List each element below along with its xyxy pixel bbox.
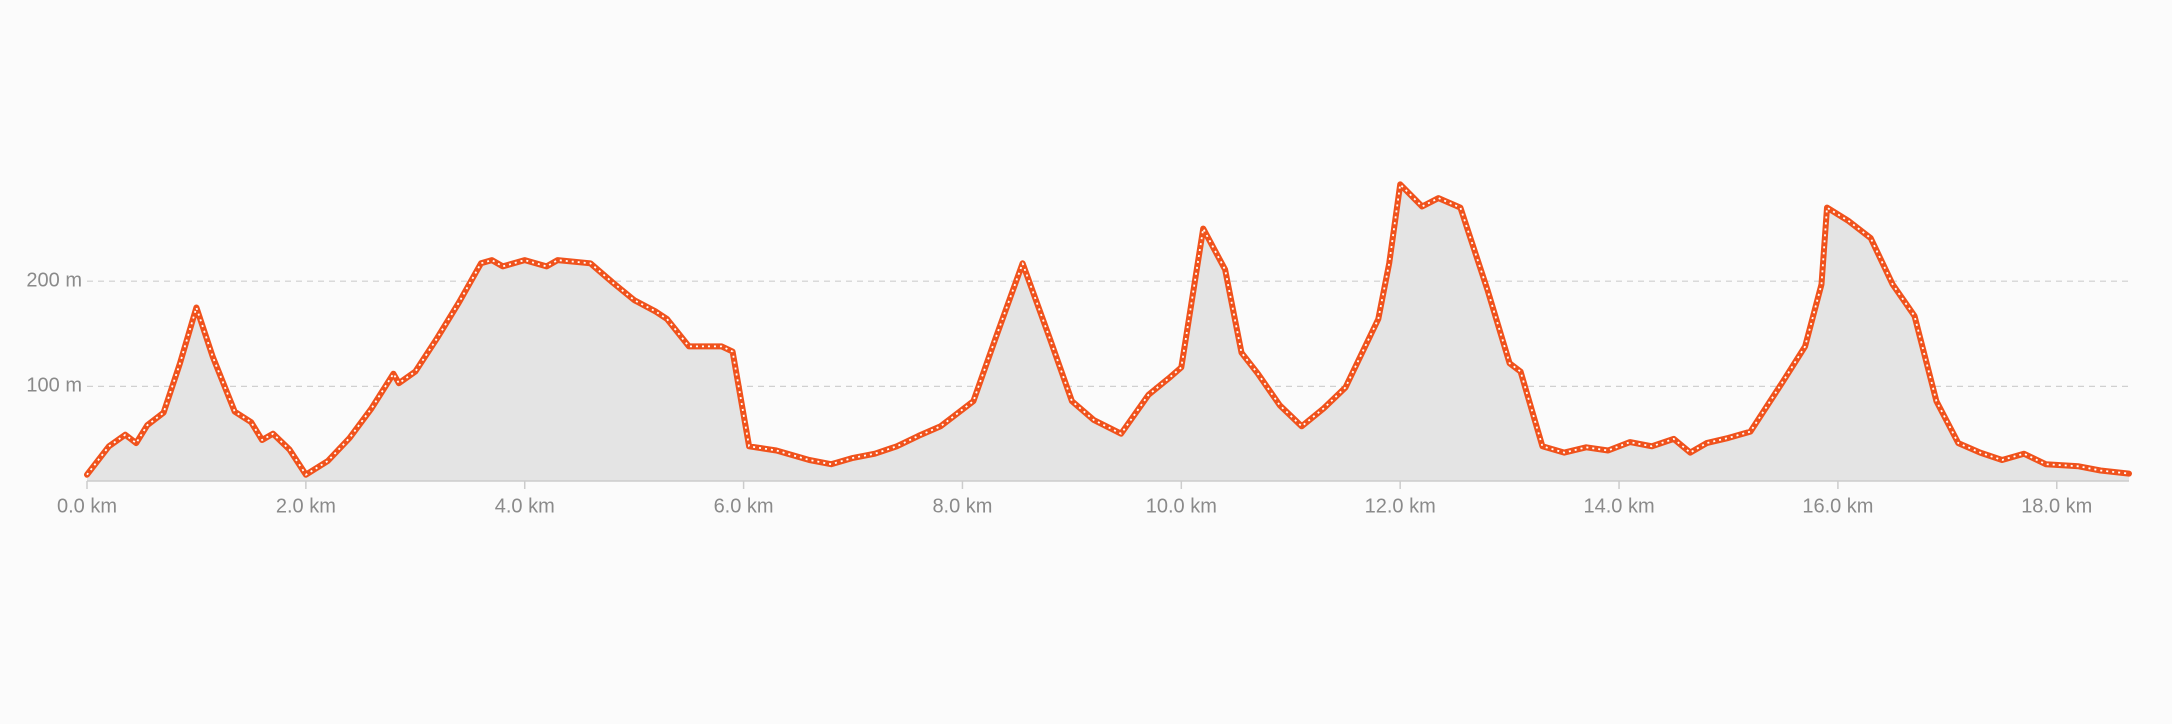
elevation-line-highlight <box>86 183 2130 476</box>
x-tick-label: 6.0 km <box>714 495 774 517</box>
x-tick-label: 12.0 km <box>1365 495 1436 517</box>
x-tick-label: 14.0 km <box>1583 495 1654 517</box>
x-tick-label: 18.0 km <box>2021 495 2092 517</box>
x-tick-label: 16.0 km <box>1802 495 1873 517</box>
x-tick-label: 8.0 km <box>932 495 992 517</box>
x-tick-label: 2.0 km <box>276 495 336 517</box>
x-tick-label: 10.0 km <box>1146 495 1217 517</box>
y-tick-label: 200 m <box>26 269 82 291</box>
y-tick-label: 100 m <box>26 375 82 397</box>
elevation-area <box>87 184 2129 481</box>
x-tick-label: 4.0 km <box>495 495 555 517</box>
x-tick-label: 0.0 km <box>57 495 117 517</box>
